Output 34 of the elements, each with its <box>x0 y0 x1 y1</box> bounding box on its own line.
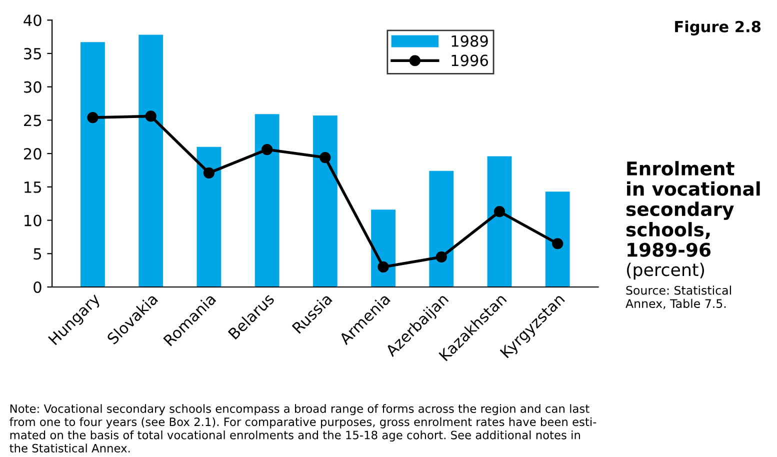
text: Note: Vocational secondary schools encompass a broad range of forms across the region and can last from one to four years (see Box 2.1). For comparative purposes, gross enrolment rates have been esti- mated on the basis of total vocational enrolments and the 15-18 age cohort. See additional notes in the Statistical Annex. <box>10 404 596 453</box>
y-tick-label: 20 <box>24 148 42 160</box>
y-tick-label: 30 <box>24 81 42 93</box>
legend-label: 1989 <box>452 35 488 47</box>
bar <box>429 170 454 287</box>
point <box>262 144 273 156</box>
point <box>378 261 389 273</box>
point <box>436 251 447 263</box>
point <box>203 167 215 178</box>
text: (percent) <box>626 262 704 280</box>
bar <box>545 192 570 287</box>
y-tick-label: 0 <box>34 281 42 294</box>
bar <box>254 114 280 287</box>
point <box>552 238 564 250</box>
bar <box>80 42 105 287</box>
y-tick-label: 40 <box>24 14 42 26</box>
y-tick-label: 35 <box>24 48 41 60</box>
bar <box>312 116 338 287</box>
caption: Figure 2.8 <box>675 20 761 36</box>
bar <box>487 156 512 287</box>
y-tick-label: 10 <box>24 214 42 226</box>
text: Enrolment in vocational secondary schools, 1989-96 <box>626 161 760 257</box>
point <box>87 112 98 124</box>
source-note: Source: Statistical Annex, Table 7.5. <box>626 286 731 310</box>
bar <box>138 34 164 287</box>
point <box>145 110 156 122</box>
point <box>494 206 506 218</box>
point <box>320 152 331 164</box>
y-tick-label: 15 <box>24 182 41 193</box>
y-tick-label: 25 <box>24 114 41 126</box>
y-tick-label: 5 <box>34 248 41 260</box>
legend-label: 1996 <box>452 54 488 66</box>
bar <box>196 146 222 287</box>
bar <box>371 210 396 287</box>
